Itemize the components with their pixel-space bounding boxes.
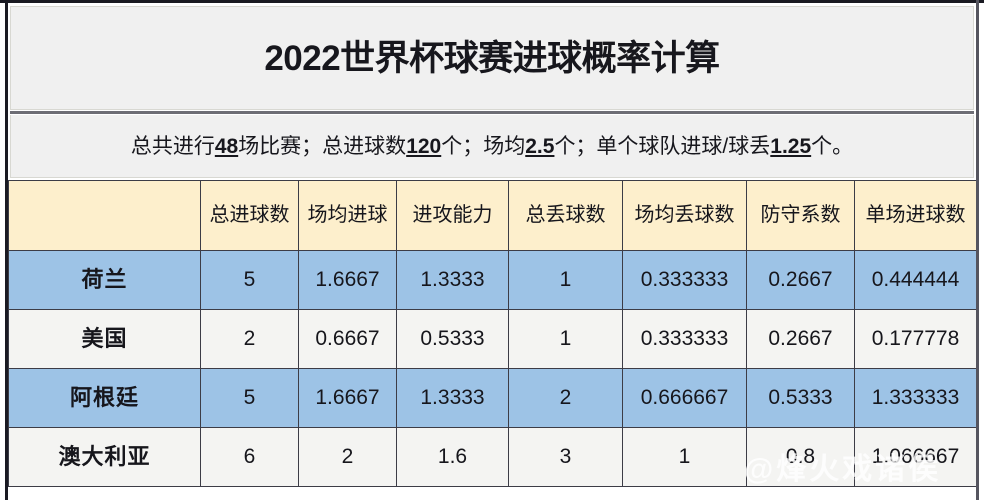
summary-value-per-team: 1.25 — [770, 134, 812, 158]
cell-goals-per-match[interactable]: 2 — [298, 427, 397, 487]
cell-team-name[interactable]: 美国 — [8, 309, 201, 369]
summary-segment-5: 个。 — [811, 134, 854, 158]
table-row[interactable]: 荷兰 5 1.6667 1.3333 1 0.333333 0.2667 0.4… — [8, 250, 976, 310]
cell-total-goals[interactable]: 5 — [200, 368, 299, 428]
table-row[interactable]: 澳大利亚 6 2 1.6 3 1 0.8 1.066667 — [8, 427, 976, 487]
cell-total-conceded[interactable]: 1 — [508, 250, 623, 310]
cell-attack-power[interactable]: 1.3333 — [396, 368, 509, 428]
cell-team-name[interactable]: 阿根廷 — [8, 368, 201, 428]
cell-attack-power[interactable]: 1.3333 — [396, 250, 509, 310]
cell-total-goals[interactable]: 2 — [200, 309, 299, 369]
cell-goals-single-match[interactable]: 0.444444 — [854, 250, 976, 310]
table-header: 总进球数 场均进球 进攻能力 总丢球数 场均丢球数 防守系数 单场进球数 — [8, 180, 976, 251]
header-cell-attack-power[interactable]: 进攻能力 — [396, 180, 509, 251]
summary-segment-1: 总共进行 — [130, 134, 215, 158]
cell-goals-per-match[interactable]: 1.6667 — [298, 250, 397, 310]
cell-total-goals[interactable]: 5 — [200, 250, 299, 310]
cell-defense-coefficient[interactable]: 0.2667 — [746, 309, 855, 369]
summary-value-goals-per-match: 2.5 — [525, 134, 555, 158]
summary-value-total-goals: 120 — [406, 134, 442, 158]
cell-attack-power[interactable]: 1.6 — [396, 427, 509, 487]
cell-team-name[interactable]: 荷兰 — [8, 250, 201, 310]
cell-defense-coefficient[interactable]: 0.2667 — [746, 250, 855, 310]
summary-segment-4: 个；单个球队进球/球丢 — [554, 134, 771, 158]
header-cell-defense-coefficient[interactable]: 防守系数 — [746, 180, 855, 251]
cell-goals-per-match[interactable]: 1.6667 — [298, 368, 397, 428]
summary-text: 总共进行48场比赛；总进球数120个；场均2.5个；单个球队进球/球丢1.25个… — [131, 136, 853, 157]
cell-conceded-per-match[interactable]: 0.333333 — [622, 250, 747, 310]
summary-segment-2: 场比赛；总进球数 — [238, 134, 407, 158]
cell-conceded-per-match[interactable]: 0.333333 — [622, 309, 747, 369]
cell-goals-single-match[interactable]: 1.066667 — [854, 427, 976, 487]
cell-total-conceded[interactable]: 2 — [508, 368, 623, 428]
cell-goals-per-match[interactable]: 0.6667 — [298, 309, 397, 369]
summary-band: 总共进行48场比赛；总进球数120个；场均2.5个；单个球队进球/球丢1.25个… — [10, 115, 974, 178]
table-row[interactable]: 阿根廷 5 1.6667 1.3333 2 0.666667 0.5333 1.… — [8, 368, 976, 428]
cell-conceded-per-match[interactable]: 0.666667 — [622, 368, 747, 428]
stats-table-wrapper: 总进球数 场均进球 进攻能力 总丢球数 场均丢球数 防守系数 单场进球数 荷兰 … — [8, 180, 976, 500]
cell-total-conceded[interactable]: 1 — [508, 309, 623, 369]
cell-attack-power[interactable]: 0.5333 — [396, 309, 509, 369]
outer-frame-right — [976, 0, 979, 500]
table-body: 荷兰 5 1.6667 1.3333 1 0.333333 0.2667 0.4… — [8, 250, 976, 487]
cell-team-name[interactable]: 澳大利亚 — [8, 427, 201, 487]
cell-conceded-per-match[interactable]: 1 — [622, 427, 747, 487]
header-cell-corner[interactable] — [8, 180, 201, 251]
header-cell-total-goals[interactable]: 总进球数 — [200, 180, 299, 251]
cell-defense-coefficient[interactable]: 0.5333 — [746, 368, 855, 428]
cell-total-goals[interactable]: 6 — [200, 427, 299, 487]
header-cell-total-conceded[interactable]: 总丢球数 — [508, 180, 623, 251]
outer-frame-left — [5, 0, 8, 500]
table-row[interactable]: 美国 2 0.6667 0.5333 1 0.333333 0.2667 0.1… — [8, 309, 976, 369]
header-cell-conceded-per-match[interactable]: 场均丢球数 — [622, 180, 747, 251]
header-row: 总进球数 场均进球 进攻能力 总丢球数 场均丢球数 防守系数 单场进球数 — [8, 180, 976, 251]
cell-goals-single-match[interactable]: 1.333333 — [854, 368, 976, 428]
header-cell-goals-single-match[interactable]: 单场进球数 — [854, 180, 976, 251]
outer-frame-top — [0, 0, 984, 3]
summary-value-total-matches: 48 — [214, 134, 239, 158]
cell-goals-single-match[interactable]: 0.177778 — [854, 309, 976, 369]
band-divider — [10, 111, 974, 114]
page-title: 2022世界杯球赛进球概率计算 — [264, 38, 720, 78]
header-cell-goals-per-match[interactable]: 场均进球 — [298, 180, 397, 251]
stats-table: 总进球数 场均进球 进攻能力 总丢球数 场均丢球数 防守系数 单场进球数 荷兰 … — [8, 180, 976, 487]
title-band: 2022世界杯球赛进球概率计算 — [10, 6, 974, 110]
cell-total-conceded[interactable]: 3 — [508, 427, 623, 487]
cell-defense-coefficient[interactable]: 0.8 — [746, 427, 855, 487]
summary-segment-3: 个；场均 — [441, 134, 526, 158]
